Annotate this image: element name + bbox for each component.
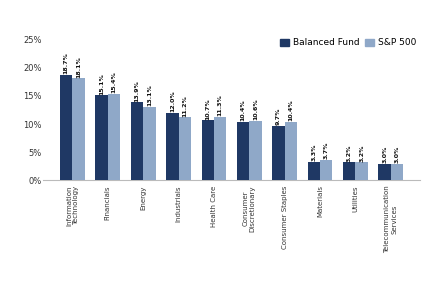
- Text: 3.3%: 3.3%: [311, 144, 317, 161]
- Text: 10.7%: 10.7%: [205, 98, 210, 120]
- Text: 12.0%: 12.0%: [170, 91, 175, 112]
- Text: 3.0%: 3.0%: [382, 146, 387, 163]
- Text: 15.4%: 15.4%: [112, 71, 117, 93]
- Bar: [95, 95, 108, 180]
- Bar: [73, 78, 85, 180]
- Bar: [343, 162, 356, 180]
- Legend: Balanced Fund, S&P 500: Balanced Fund, S&P 500: [280, 38, 416, 47]
- Text: 10.4%: 10.4%: [288, 100, 293, 121]
- Text: 9.7%: 9.7%: [276, 108, 281, 125]
- Text: 3.0%: 3.0%: [395, 146, 399, 163]
- Text: 11.2%: 11.2%: [182, 95, 187, 117]
- Bar: [308, 162, 320, 180]
- Text: 3.7%: 3.7%: [324, 142, 329, 159]
- Bar: [214, 117, 227, 180]
- Text: 3.2%: 3.2%: [347, 144, 352, 162]
- Bar: [143, 107, 156, 180]
- Bar: [166, 113, 178, 180]
- Bar: [378, 164, 391, 180]
- Bar: [178, 117, 191, 180]
- Text: 11.3%: 11.3%: [218, 94, 223, 116]
- Bar: [391, 164, 403, 180]
- Text: 13.9%: 13.9%: [135, 80, 139, 102]
- Text: 10.6%: 10.6%: [253, 98, 258, 120]
- Bar: [131, 102, 143, 180]
- Bar: [272, 126, 285, 180]
- Bar: [320, 160, 332, 180]
- Bar: [237, 122, 249, 180]
- Bar: [60, 75, 73, 180]
- Text: 13.1%: 13.1%: [147, 84, 152, 106]
- Bar: [356, 162, 368, 180]
- Bar: [202, 120, 214, 180]
- Bar: [108, 94, 120, 180]
- Text: 3.2%: 3.2%: [359, 144, 364, 162]
- Text: 18.7%: 18.7%: [64, 52, 69, 74]
- Text: 18.1%: 18.1%: [76, 56, 81, 78]
- Bar: [285, 122, 297, 180]
- Text: 15.1%: 15.1%: [99, 73, 104, 95]
- Bar: [249, 121, 262, 180]
- Text: 10.4%: 10.4%: [241, 100, 246, 121]
